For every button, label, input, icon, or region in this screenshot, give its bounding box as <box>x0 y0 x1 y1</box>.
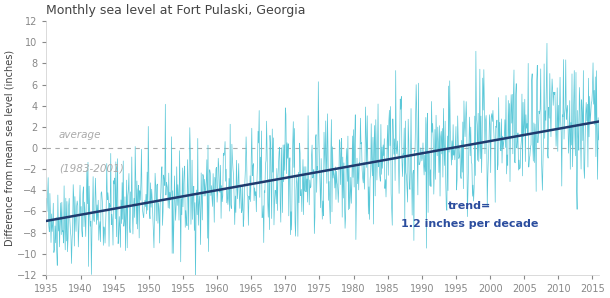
Text: 1.2 inches per decade: 1.2 inches per decade <box>401 219 538 229</box>
Text: trend=: trend= <box>448 201 491 211</box>
Text: (1983-2001): (1983-2001) <box>59 164 123 174</box>
Text: average: average <box>59 130 101 139</box>
Y-axis label: Difference from mean sea level (inches): Difference from mean sea level (inches) <box>4 50 14 246</box>
Text: Monthly sea level at Fort Pulaski, Georgia: Monthly sea level at Fort Pulaski, Georg… <box>46 4 306 17</box>
